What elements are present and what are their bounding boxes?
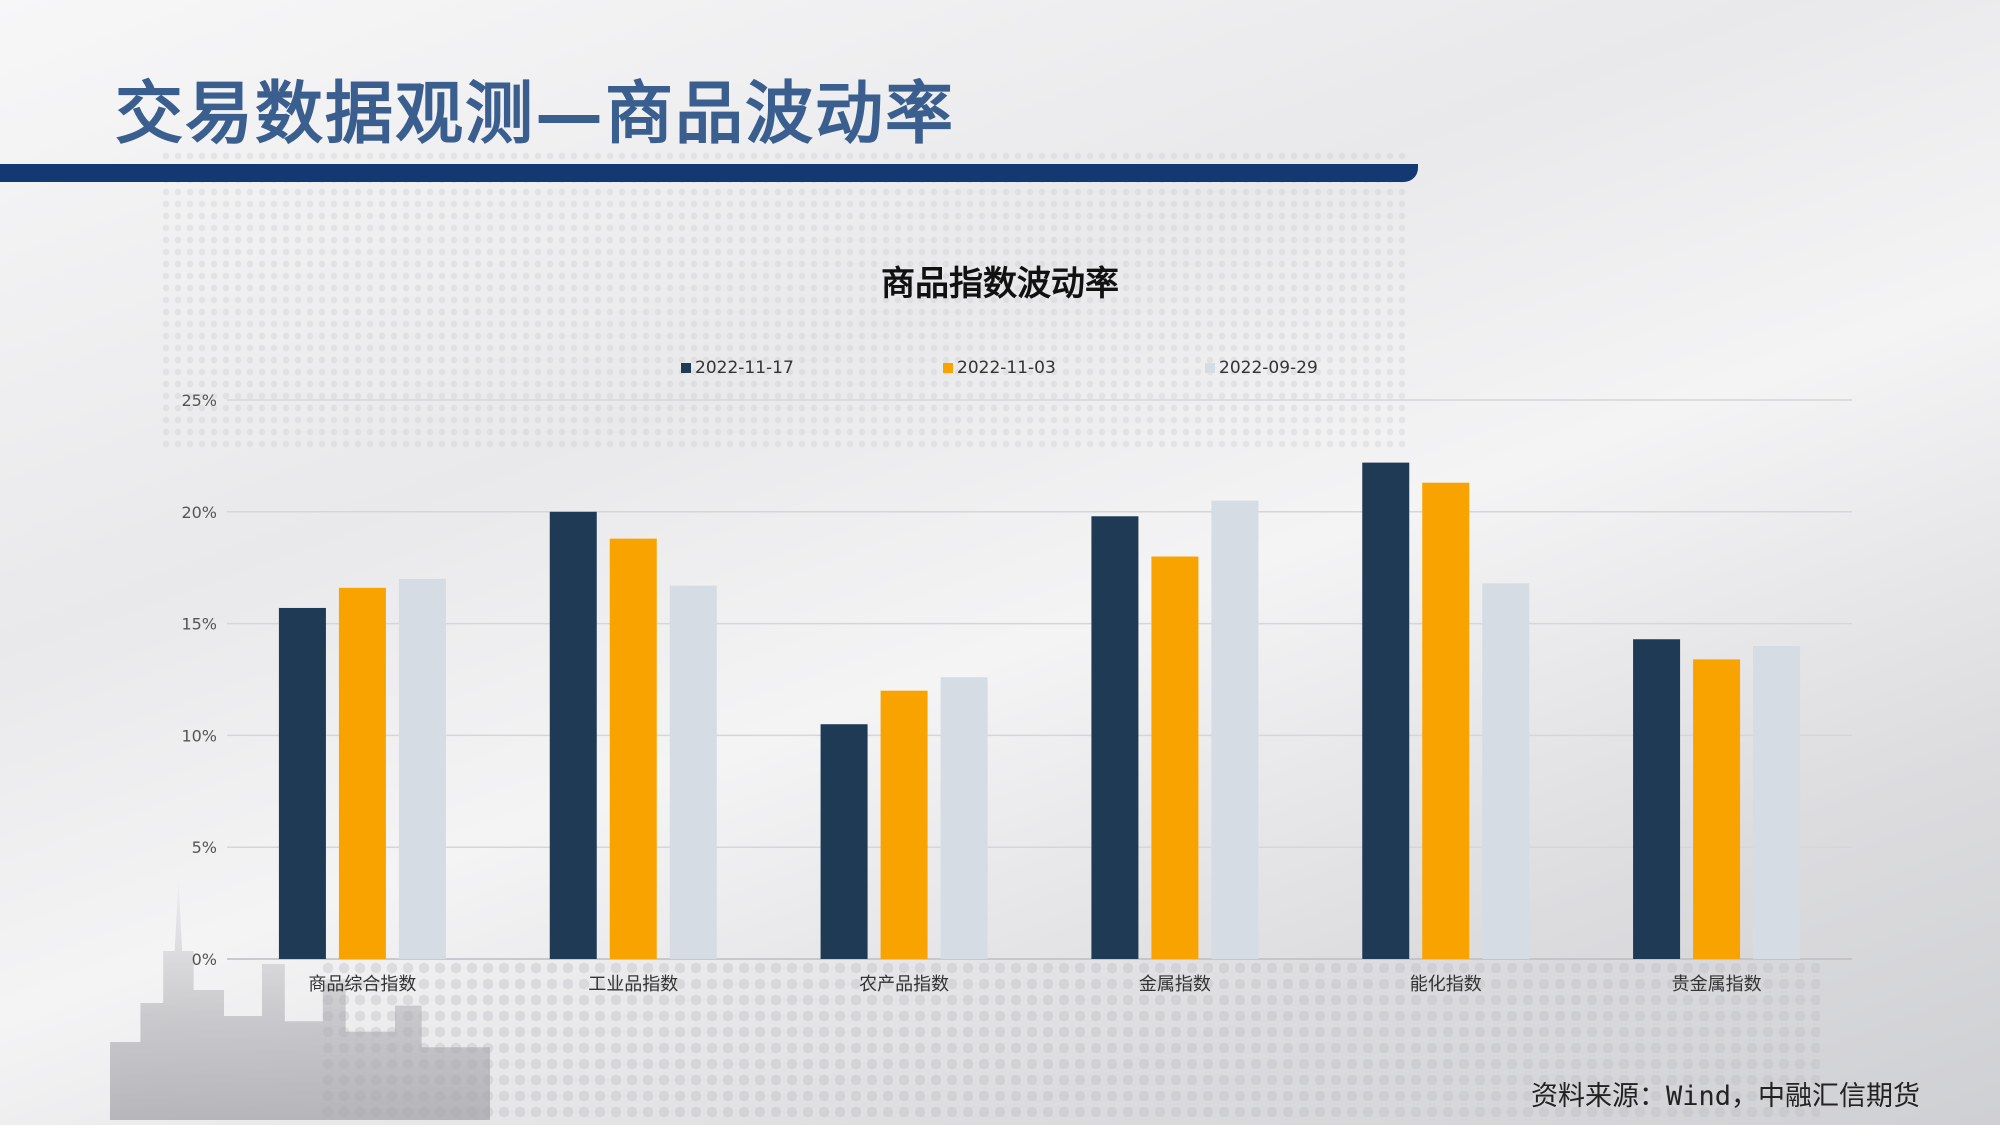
legend-item-series-2: 2022-11-03 (943, 358, 1056, 378)
legend-item-series-1: 2022-11-17 (681, 358, 794, 378)
x-tick-label-2: 工业品指数 (588, 974, 678, 995)
x-tick-label-1: 商品综合指数 (308, 974, 416, 995)
bar-2-series-1 (549, 511, 597, 959)
legend-swatch-series-3 (1205, 363, 1215, 373)
legend-label-series-2: 2022-11-03 (957, 358, 1056, 378)
bar-4-series-3 (1211, 500, 1259, 959)
bar-6-series-1 (1633, 639, 1681, 959)
dotted-floor-decoration (320, 960, 1820, 1120)
y-tick-label-5: 25% (181, 391, 217, 410)
header-bar (0, 164, 1418, 182)
x-tick-label-4: 金属指数 (1139, 974, 1211, 995)
bar-2-series-2 (609, 538, 657, 959)
y-tick-label-1: 5% (192, 838, 217, 857)
bar-3-series-2 (880, 690, 928, 959)
bar-1-series-2 (338, 587, 386, 959)
bar-6-series-3 (1753, 645, 1801, 959)
chart-title: 商品指数波动率 (881, 264, 1119, 304)
chart-legend: 2022-11-17 2022-11-03 2022-09-29 (0, 358, 2000, 382)
y-tick-label-2: 10% (181, 726, 217, 745)
bar-3-series-1 (820, 724, 868, 959)
page-title: 交易数据观测—商品波动率 (115, 74, 956, 154)
bar-5-series-1 (1362, 462, 1410, 959)
y-tick-label-3: 15% (181, 615, 217, 634)
legend-swatch-series-2 (943, 363, 953, 373)
y-tick-label-4: 20% (181, 503, 217, 522)
legend-swatch-series-1 (681, 363, 691, 373)
bar-6-series-2 (1693, 659, 1741, 959)
x-tick-label-3: 农产品指数 (859, 974, 949, 995)
bar-1-series-1 (278, 607, 326, 959)
y-tick-label-0: 0% (192, 950, 217, 969)
bar-1-series-3 (398, 578, 446, 959)
bar-4-series-2 (1151, 556, 1199, 959)
legend-label-series-1: 2022-11-17 (695, 358, 794, 378)
x-tick-label-5: 能化指数 (1410, 974, 1482, 995)
legend-item-series-3: 2022-09-29 (1205, 358, 1318, 378)
bar-5-series-2 (1422, 482, 1470, 959)
bar-5-series-3 (1482, 583, 1530, 959)
legend-label-series-3: 2022-09-29 (1219, 358, 1318, 378)
bar-3-series-3 (940, 677, 988, 959)
bar-2-series-3 (669, 585, 717, 959)
source-note: 资料来源：Wind，中融汇信期货 (1530, 1081, 1920, 1112)
bar-4-series-1 (1091, 516, 1139, 959)
x-tick-label-6: 贵金属指数 (1672, 974, 1762, 995)
